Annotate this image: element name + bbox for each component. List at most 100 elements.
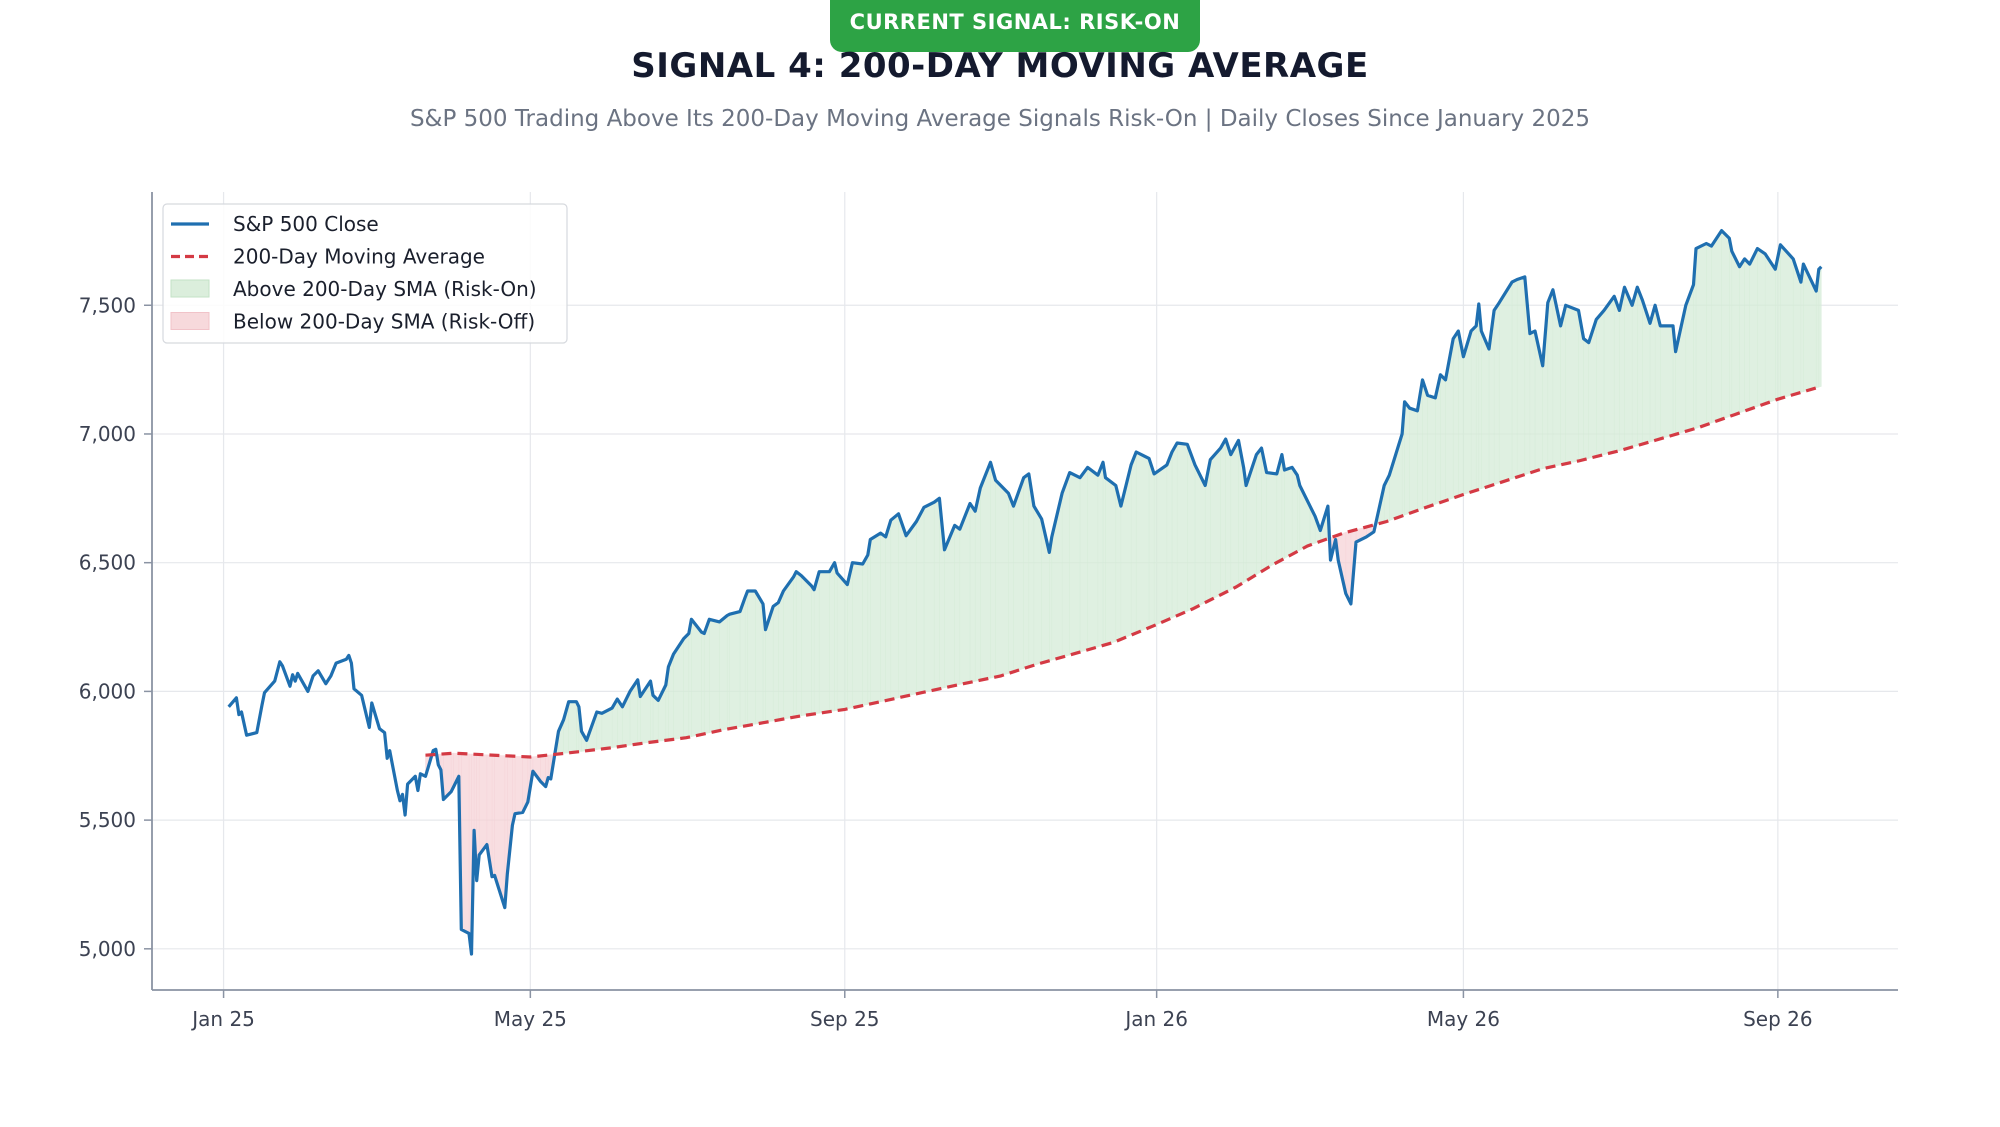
risk-on-fill (1603, 295, 1615, 455)
risk-on-fill (683, 632, 690, 739)
risk-on-fill (1565, 304, 1579, 465)
risk-on-fill (867, 539, 871, 705)
risk-on-fill (1660, 325, 1674, 440)
y-tick-label: 5,500 (79, 808, 136, 832)
axes: 5,000 5,500 6,000 6,500 7,000 7,500 Jan 25 May … (79, 192, 1898, 1031)
risk-on-fill (1583, 338, 1589, 461)
risk-on-fill (1475, 303, 1480, 491)
risk-on-fill (1764, 252, 1776, 405)
risk-on-fill (1470, 325, 1477, 493)
risk-on-fill (1631, 287, 1638, 448)
risk-on-fill (793, 571, 797, 718)
y-tick-label: 6,000 (79, 679, 136, 703)
risk-on-fill (652, 694, 659, 743)
risk-on-fill (1105, 477, 1117, 646)
y-tick-label: 7,000 (79, 422, 136, 446)
risk-on-fill (1529, 330, 1536, 474)
risk-on-fill (800, 574, 812, 717)
risk-on-fill (1744, 258, 1750, 412)
risk-on-fill (1547, 289, 1554, 468)
risk-on-fill (691, 618, 702, 737)
sma-200-line (425, 384, 1822, 759)
risk-on-fill (1102, 462, 1106, 646)
risk-on-fill (1637, 287, 1643, 447)
risk-on-fill (1130, 451, 1137, 636)
risk-on-fill (1757, 248, 1766, 407)
risk-on-fill (1148, 458, 1155, 629)
risk-on-fill (959, 503, 971, 685)
risk-on-fill (1749, 248, 1758, 410)
risk-on-fill (1079, 466, 1088, 653)
risk-on-fill (1284, 466, 1293, 559)
risk-on-fill (890, 513, 899, 700)
risk-on-fill (1818, 265, 1822, 388)
risk-on-fill (1613, 296, 1620, 453)
legend-label: Below 200-Day SMA (Risk-Off) (233, 310, 535, 334)
risk-off-fill (491, 754, 495, 878)
signal-fill-areas (425, 229, 1822, 955)
risk-on-fill (596, 711, 603, 750)
risk-on-fill (1115, 485, 1122, 642)
risk-on-fill (1440, 374, 1446, 503)
risk-on-fill (813, 571, 820, 715)
risk-on-fill (701, 631, 705, 735)
risk-on-fill (1739, 257, 1745, 414)
x-tick-label: Sep 26 (1743, 1007, 1813, 1031)
risk-on-fill (1452, 330, 1459, 499)
risk-on-fill (1731, 251, 1740, 417)
risk-on-fill (1176, 442, 1188, 617)
risk-on-fill (1087, 466, 1099, 651)
risk-on-fill (852, 562, 864, 709)
risk-on-fill (1706, 243, 1712, 426)
risk-on-fill (836, 572, 848, 711)
risk-on-fill (1033, 505, 1042, 666)
grid-lines (152, 192, 1898, 990)
series-lines (227, 229, 1823, 956)
risk-on-fill (818, 571, 830, 714)
risk-on-fill (1560, 305, 1566, 466)
risk-on-fill (1069, 472, 1081, 656)
risk-on-fill (688, 619, 692, 738)
x-tick-label: Sep 25 (810, 1007, 880, 1031)
risk-on-fill (862, 553, 869, 706)
x-tick-label: May 26 (1427, 1007, 1500, 1031)
sp500-close-line (227, 229, 1823, 956)
risk-on-fill (754, 589, 764, 725)
risk-on-fill (1135, 451, 1150, 634)
x-tick-label: May 25 (494, 1007, 567, 1031)
chart-title: SIGNAL 4: 200-DAY MOVING AVERAGE (631, 46, 1369, 86)
risk-on-fill (708, 618, 720, 734)
risk-on-fill (1220, 437, 1226, 596)
risk-on-fill (1023, 473, 1030, 669)
risk-on-fill (1013, 477, 1025, 673)
risk-on-fill (1008, 493, 1014, 674)
risk-on-fill (1225, 439, 1232, 593)
risk-on-fill (1210, 447, 1221, 601)
y-tick-label: 6,500 (79, 551, 136, 575)
legend-label: Above 200-Day SMA (Risk-On) (233, 277, 537, 301)
risk-on-fill (772, 602, 779, 722)
risk-on-fill (1194, 464, 1206, 609)
risk-on-fill (885, 520, 892, 701)
risk-on-fill (1649, 305, 1656, 443)
risk-on-fill (979, 462, 991, 681)
legend: S&P 500 Close 200-Day Moving Average Above… (162, 203, 568, 344)
risk-on-fill (1427, 394, 1436, 508)
risk-on-fill (1511, 279, 1518, 480)
risk-on-fill (923, 501, 935, 693)
risk-on-fill (954, 524, 961, 686)
risk-on-fill (783, 575, 794, 720)
risk-on-fill (726, 613, 731, 730)
risk-on-fill (729, 611, 741, 729)
risk-on-fill (1266, 472, 1278, 569)
legend-box (162, 203, 568, 344)
legend-label: S&P 500 Close (233, 212, 379, 236)
x-tick-label: Jan 25 (190, 1007, 255, 1031)
risk-on-fill (1291, 466, 1298, 555)
risk-on-fill (1729, 238, 1733, 417)
risk-on-fill (777, 590, 784, 721)
risk-on-fill (990, 462, 996, 679)
risk-off-fill (514, 755, 524, 815)
risk-on-fill (974, 487, 981, 682)
